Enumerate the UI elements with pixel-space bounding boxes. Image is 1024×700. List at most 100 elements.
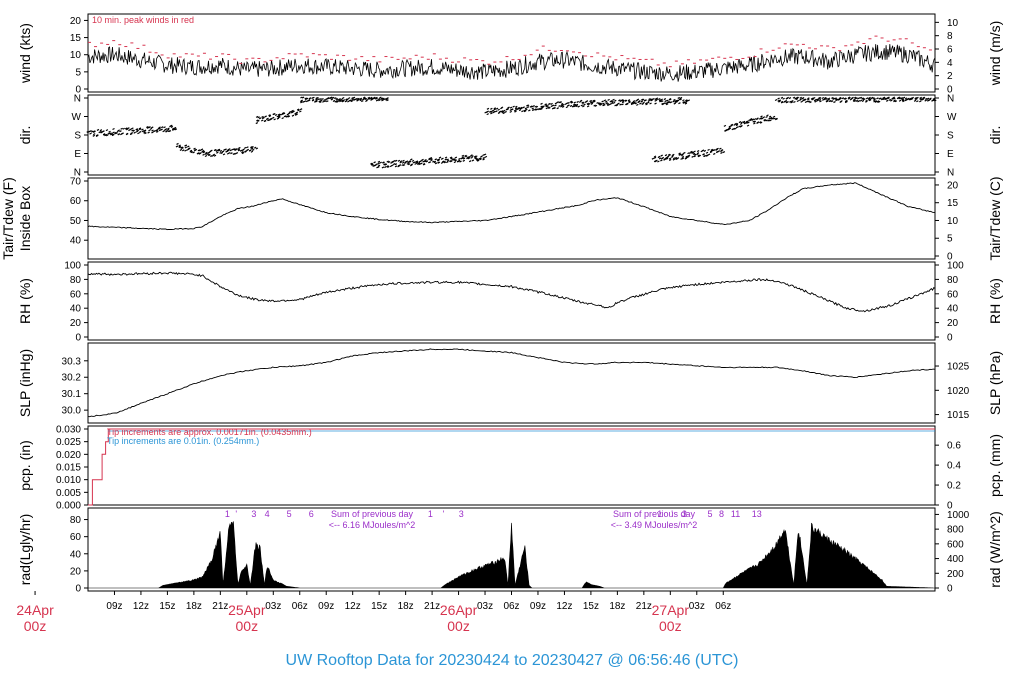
wind-dir-mark: [868, 99, 872, 102]
wind-dir-mark: [501, 111, 505, 114]
wind-dir-mark: [814, 100, 817, 103]
wind-dir-mark: [347, 97, 351, 100]
wind-dir-mark: [618, 99, 621, 102]
wind-dir-mark: [778, 100, 781, 103]
wind-dir-mark: [582, 105, 585, 108]
wind-dir-mark: [658, 155, 661, 158]
right-tick-label: 10: [947, 18, 959, 29]
wind-dir-mark: [687, 99, 691, 102]
wind-dir-mark: [642, 101, 645, 104]
wind-dir-mark: [765, 115, 768, 119]
wind-dir-mark: [197, 149, 201, 152]
wind-dir-mark: [438, 156, 442, 159]
wind-dir-mark: [428, 161, 432, 164]
wind-dir-mark: [898, 97, 901, 100]
wind-dir-mark: [131, 129, 134, 132]
wind-dir-mark: [479, 157, 482, 160]
wind-dir-mark: [836, 98, 840, 101]
wind-dir-mark: [753, 120, 757, 123]
wind-dir-mark: [274, 113, 278, 117]
wind-dir-mark: [684, 102, 688, 105]
wind-dir-mark: [640, 100, 644, 103]
wind-dir-mark: [166, 128, 170, 131]
wind-dir-mark: [357, 98, 360, 101]
wind-dir-mark: [167, 127, 170, 130]
right-tick-label: 1015: [947, 410, 970, 421]
wind-dir-mark: [420, 162, 423, 165]
wind-dir-mark: [640, 98, 644, 101]
wind-dir-mark: [685, 99, 688, 102]
wind-dir-mark: [556, 107, 559, 110]
x-date-hour: 00z: [447, 618, 470, 634]
wind-dir-mark: [282, 112, 285, 115]
wind-dir-mark: [911, 96, 914, 99]
wind-dir-mark: [876, 97, 879, 100]
wind-dir-mark: [160, 126, 164, 129]
rh-ylabel-right: RH (%): [987, 278, 1003, 324]
wind-dir-mark: [525, 108, 528, 111]
wind-dir-mark: [437, 158, 441, 161]
wind-dir-mark: [600, 102, 603, 106]
wind-dir-mark: [732, 127, 736, 130]
wind-dir-mark: [495, 110, 498, 113]
wind-dir-mark: [272, 113, 275, 116]
wind-dir-mark: [677, 96, 681, 99]
wind-dir-mark: [408, 160, 411, 163]
wind-dir-mark: [93, 130, 96, 133]
wind-dir-mark: [112, 127, 115, 131]
wind-dir-mark: [739, 122, 743, 125]
wind-dir-mark: [99, 129, 103, 132]
wind-dir-mark: [633, 101, 636, 104]
wind-dir-mark: [565, 106, 569, 109]
wind-dir-mark: [877, 100, 881, 103]
wind-dir-mark: [760, 115, 763, 118]
wind-dir-mark: [336, 98, 339, 101]
rad-hour-label: 3: [682, 509, 687, 519]
wind-dir-mark: [258, 117, 262, 120]
left-tick-label: S: [74, 131, 81, 142]
wind-dir-mark: [464, 154, 467, 157]
left-tick-label: 60: [70, 289, 82, 300]
wind-dir-mark: [887, 97, 890, 100]
wind-dir-mark: [193, 147, 196, 150]
wind-dir-mark: [540, 102, 543, 105]
wind-dir-mark: [338, 98, 341, 101]
wind-dir-mark: [821, 96, 825, 100]
wind-dir-mark: [709, 151, 713, 154]
wind-dir-mark: [647, 101, 650, 104]
x-tick-label: 21z: [424, 601, 440, 612]
wind-dir-mark: [634, 102, 638, 105]
wind-dir-mark: [913, 99, 917, 102]
wind-dir-mark: [922, 96, 925, 99]
wind-dir-mark: [780, 101, 784, 104]
wind-dir-mark: [645, 103, 648, 106]
wind-dir-mark: [452, 158, 456, 161]
wind-dir-mark: [916, 100, 919, 103]
wind-dir-mark: [696, 153, 699, 156]
wind-dir-mark: [767, 119, 770, 122]
wind-dir-mark: [680, 154, 684, 157]
wind-dir-mark: [928, 98, 932, 101]
wind-dir-mark: [397, 159, 401, 162]
wind-dir-mark: [320, 99, 323, 102]
wind-dir-mark: [604, 100, 608, 103]
wind-dir-mark: [217, 149, 221, 152]
x-tick-label: 18z: [398, 601, 414, 612]
wind-dir-mark: [384, 163, 388, 166]
wind-dir-mark: [651, 157, 655, 160]
wind-dir-mark: [628, 100, 631, 103]
wind-dir-mark: [598, 102, 602, 105]
wind-dir-mark: [578, 100, 582, 103]
wind-dir-mark: [800, 100, 803, 103]
wind-dir-mark: [377, 162, 380, 165]
wind-dir-mark: [189, 149, 193, 152]
wind-dir-mark: [440, 157, 444, 160]
wind-dir-mark: [108, 130, 111, 133]
wind-dir-mark: [716, 147, 719, 150]
wind-dir-mark: [386, 99, 389, 102]
wind-dir-mark: [483, 153, 487, 156]
wind-dir-mark: [613, 99, 617, 102]
wind-dir-mark: [840, 100, 843, 103]
wind-dir-mark: [131, 127, 134, 130]
wind-dir-mark: [189, 150, 193, 153]
